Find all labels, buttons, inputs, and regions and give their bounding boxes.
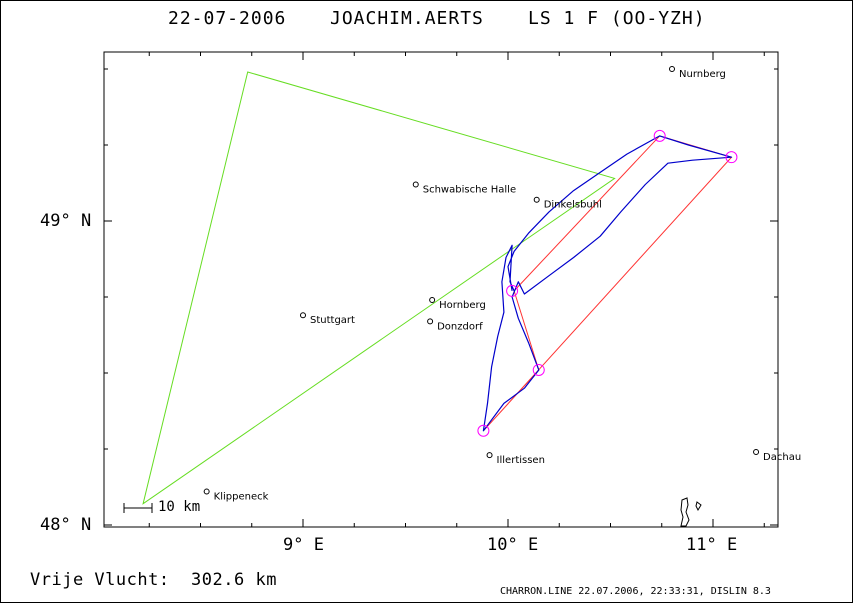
town-dot <box>669 66 675 72</box>
turnpoint-marker <box>653 129 666 142</box>
town-label: Stuttgart <box>310 315 355 326</box>
credit-line: CHARRON.LINE 22.07.2006, 22:33:31, DISLI… <box>500 586 771 597</box>
task-leg <box>483 135 733 432</box>
triangle-leg <box>142 71 616 505</box>
turnpoint-marker <box>532 363 545 376</box>
turnpoint-marker <box>477 424 490 437</box>
distance-summary: Vrije Vlucht: 302.6 km <box>30 570 277 590</box>
lon-label-9: 9° E <box>283 535 324 555</box>
glider-id: LS 1 F (OO-YZH) <box>528 8 706 29</box>
axis-ticks <box>104 52 778 527</box>
lake-shapes <box>680 497 702 527</box>
pilot-name: JOACHIM.AERTS <box>330 8 484 29</box>
town-dot <box>412 181 419 188</box>
town-label: Donzdorf <box>437 321 483 332</box>
distance-label: Vrije Vlucht: <box>30 570 170 590</box>
turnpoints <box>477 129 738 437</box>
map-border <box>103 51 779 528</box>
lat-label-48: 48° N <box>40 515 92 535</box>
scale-bar <box>123 503 153 513</box>
lat-label-49: 49° N <box>40 211 92 231</box>
town-dot <box>427 318 434 325</box>
town-dot <box>486 452 493 459</box>
town-label: Illertissen <box>497 455 545 466</box>
town-label: Hornberg <box>439 300 486 311</box>
town-dot <box>429 297 436 304</box>
flight-track <box>482 135 733 432</box>
town-dot <box>203 488 210 495</box>
town-label: Dachau <box>763 452 801 463</box>
town-dot <box>753 449 760 456</box>
lon-label-10: 10° E <box>487 535 539 555</box>
distance-value: 302.6 km <box>191 570 277 590</box>
town-markers: Nurnberg Schwabische Halle Dinkelsbuhl Stut… <box>203 66 801 503</box>
town-dot <box>533 196 540 203</box>
town-label: Schwabische Halle <box>423 185 516 196</box>
town-label: Klippeneck <box>214 492 269 503</box>
track-line <box>482 135 733 432</box>
town-dot <box>300 312 306 319</box>
town-label: Dinkelsbuhl <box>544 200 602 211</box>
task-lines <box>483 135 733 432</box>
lon-label-11: 11° E <box>686 535 738 555</box>
flight-date: 22-07-2006 <box>168 8 287 29</box>
task-triangle <box>142 71 616 505</box>
town-label: Nurnberg <box>679 69 726 80</box>
turnpoint-marker <box>506 284 519 297</box>
turnpoint-marker <box>725 151 738 164</box>
scale-bar-label: 10 km <box>158 499 201 515</box>
